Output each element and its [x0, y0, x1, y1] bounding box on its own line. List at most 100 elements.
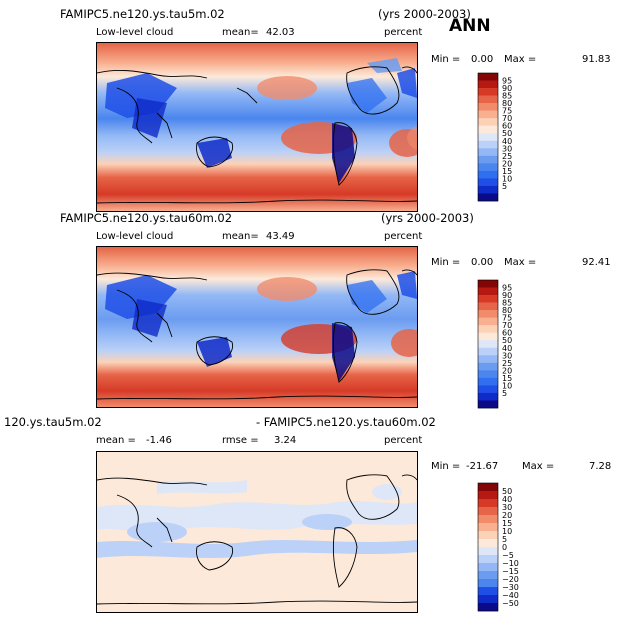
colorbar-tick-label: 95 [502, 284, 512, 293]
colorbar-swatch [478, 579, 498, 588]
colorbar-swatch [478, 603, 498, 612]
colorbar-swatch [478, 491, 498, 500]
colorbar-tick-label: 40 [502, 344, 512, 353]
colorbar-swatch [478, 103, 498, 111]
colorbar-swatch [478, 317, 498, 326]
colorbar-tick-label: −30 [502, 583, 519, 592]
colorbar-tick-label: −10 [502, 559, 519, 568]
panel2-variable: Low-level cloud [96, 231, 174, 242]
colorbar-swatch [478, 280, 498, 288]
panel1-colorbar-swatches [477, 72, 499, 202]
panel2-mean-label: mean= [222, 231, 259, 242]
colorbar-tick-label: 75 [502, 107, 512, 116]
colorbar-tick-label: 80 [502, 99, 512, 108]
panel1-years: (yrs 2000-2003) [378, 7, 471, 21]
colorbar-swatch [478, 118, 498, 127]
colorbar-swatch [478, 539, 498, 548]
colorbar-swatch [478, 595, 498, 604]
panel3-min-label: Min = [431, 461, 461, 472]
colorbar-swatch [478, 193, 498, 202]
colorbar-tick-label: 15 [502, 519, 512, 528]
colorbar-swatch [478, 325, 498, 334]
season-label: ANN [449, 16, 491, 36]
colorbar-swatch [478, 155, 498, 164]
panel3-units: percent [384, 435, 423, 446]
colorbar-swatch [478, 287, 498, 296]
panel1-max-label: Max = [504, 54, 537, 65]
panel2-min-label: Min = [431, 257, 461, 268]
panel3-mean-label: mean = [96, 435, 136, 446]
colorbar-frame [477, 482, 499, 612]
colorbar-swatch [478, 377, 498, 386]
colorbar-tick-label: −5 [502, 551, 514, 560]
panel2-years: (yrs 2000-2003) [381, 211, 474, 225]
colorbar-swatch [478, 73, 498, 81]
panel2-mean-value: 43.49 [266, 231, 295, 242]
colorbar-swatch [478, 185, 498, 194]
colorbar-tick-label: −20 [502, 575, 519, 584]
panel3-case-title-right: - FAMIPC5.ne120.ys.tau60m.02 [256, 415, 436, 429]
colorbar-swatch [478, 347, 498, 356]
colorbar-tick-label: 75 [502, 314, 512, 323]
colorbar-swatch [478, 302, 498, 311]
panel1-mean-label: mean= [222, 27, 259, 38]
colorbar-tick-label: 60 [502, 122, 512, 131]
colorbar-tick-label: 10 [502, 527, 512, 536]
colorbar-swatch [478, 95, 498, 104]
panel3-colorbar-swatches [477, 482, 499, 612]
colorbar-swatch [478, 355, 498, 364]
panel3-min-value: -21.67 [466, 461, 499, 472]
colorbar-swatch [478, 170, 498, 179]
colorbar-swatch [478, 587, 498, 596]
colorbar-swatch [478, 571, 498, 580]
colorbar-tick-label: 40 [502, 137, 512, 146]
colorbar-tick-label: 15 [502, 167, 512, 176]
colorbar-tick-label: 5 [502, 535, 507, 544]
colorbar-swatch [478, 547, 498, 556]
colorbar-swatch [478, 163, 498, 172]
colorbar-tick-label: 20 [502, 366, 512, 375]
colorbar-tick-label: 50 [502, 336, 512, 345]
colorbar-tick-label: 90 [502, 84, 512, 93]
colorbar-swatch [478, 88, 498, 96]
colorbar-tick-label: −15 [502, 567, 519, 576]
colorbar-swatch [478, 515, 498, 524]
panel1-variable: Low-level cloud [96, 27, 174, 38]
colorbar-tick-label: 50 [502, 487, 512, 496]
colorbar-tick-label: 95 [502, 77, 512, 86]
panel3-map-svg [97, 452, 417, 612]
colorbar-tick-label: 90 [502, 291, 512, 300]
panel2-min-value: 0.00 [471, 257, 494, 268]
panel2-colorbar-swatches [477, 279, 499, 409]
colorbar-swatch [478, 148, 498, 157]
panel3-map [96, 451, 418, 613]
colorbar-swatch [478, 400, 498, 409]
colorbar-swatch [478, 563, 498, 572]
colorbar-swatch [478, 370, 498, 379]
colorbar-swatch [478, 483, 498, 492]
colorbar-swatch [478, 392, 498, 401]
panel2-units: percent [384, 231, 423, 242]
colorbar-tick-label: 80 [502, 306, 512, 315]
panel1-min-label: Min = [431, 54, 461, 65]
colorbar-tick-label: 85 [502, 299, 512, 308]
panel3-rmse-label: rmse = [222, 435, 259, 446]
colorbar-swatch [478, 332, 498, 341]
panel3-max-value: 7.28 [589, 461, 612, 472]
colorbar-tick-label: −40 [502, 591, 519, 600]
panel2-case-title: FAMIPC5.ne120.ys.tau60m.02 [60, 211, 233, 225]
panel1-min-value: 0.00 [471, 54, 494, 65]
colorbar-tick-label: 60 [502, 329, 512, 338]
colorbar-tick-label: 40 [502, 495, 512, 504]
panel2-map [96, 246, 418, 408]
colorbar-tick-label: −50 [502, 599, 519, 608]
colorbar-swatch [478, 140, 498, 149]
panel3-max-label: Max = [522, 461, 555, 472]
colorbar-tick-label: 70 [502, 321, 512, 330]
colorbar-tick-label: 50 [502, 129, 512, 138]
